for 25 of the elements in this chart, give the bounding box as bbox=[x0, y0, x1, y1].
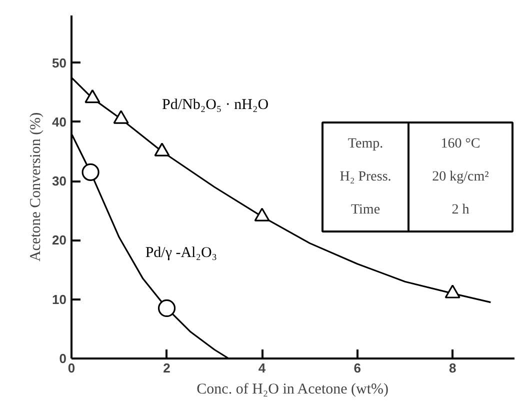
annotation: Time bbox=[350, 202, 380, 218]
y-tick-label: 20 bbox=[52, 232, 67, 248]
point bbox=[84, 89, 100, 104]
point bbox=[113, 110, 129, 124]
point bbox=[444, 284, 460, 298]
annotation: 160 °C bbox=[440, 136, 480, 152]
x-tick-label: 2 bbox=[163, 360, 170, 376]
y-tick-label: 10 bbox=[52, 292, 67, 307]
x-tick-label: 6 bbox=[354, 360, 361, 376]
annotation: H₂ Press. bbox=[340, 170, 392, 184]
x-axis-title: Conc. of H₂O in Acetone (wt%) bbox=[196, 382, 389, 398]
y-tick-label: 0 bbox=[59, 351, 67, 366]
annotation: Temp. bbox=[348, 136, 384, 152]
point bbox=[154, 142, 170, 156]
text: Pd/Nb₂O₅ · nH₂O bbox=[162, 97, 269, 114]
annotation: 20 kg/cm² bbox=[432, 170, 489, 184]
annotation: 2 h bbox=[452, 202, 470, 218]
y-axis-title: Acetone Conversion (%) bbox=[28, 112, 44, 262]
y-tick-label: 40 bbox=[52, 114, 67, 130]
y-tick-label: 50 bbox=[52, 55, 67, 70]
point bbox=[254, 208, 270, 222]
text: Pd/γ -Al₂O₃ bbox=[145, 244, 218, 261]
y-tick-label: 30 bbox=[52, 174, 67, 189]
x-tick-label: 8 bbox=[448, 360, 456, 376]
x-tick-label: 4 bbox=[258, 360, 266, 376]
